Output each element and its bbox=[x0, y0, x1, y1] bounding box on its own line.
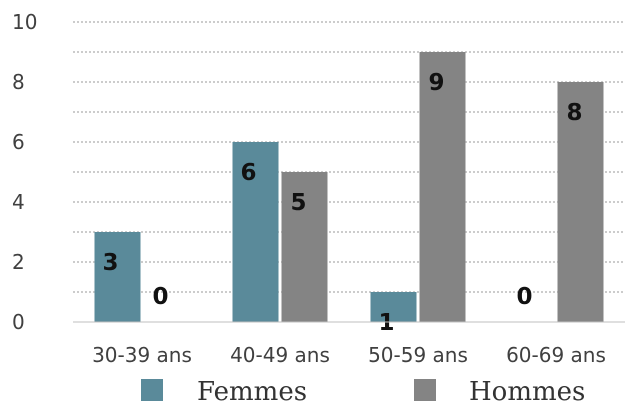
data-label: 9 bbox=[428, 70, 444, 96]
bar-femmes-1 bbox=[232, 142, 279, 322]
bar-femmes-2 bbox=[370, 292, 417, 322]
legend: Femmes Hommes bbox=[141, 377, 585, 405]
bar-femmes-0 bbox=[94, 232, 141, 322]
legend-label-femmes: Femmes bbox=[197, 377, 307, 405]
gridlines bbox=[73, 21, 625, 293]
bar-hommes-2 bbox=[419, 52, 466, 322]
bars bbox=[94, 52, 604, 322]
x-tick-label: 30-39 ans bbox=[92, 343, 192, 367]
legend-label-hommes: Hommes bbox=[469, 377, 585, 405]
x-axis: 30-39 ans 40-49 ans 50-59 ans 60-69 ans bbox=[73, 321, 625, 367]
legend-swatch-femmes bbox=[141, 379, 163, 401]
x-tick-label: 60-69 ans bbox=[506, 343, 606, 367]
y-tick-label: 4 bbox=[12, 190, 25, 214]
y-tick-label: 8 bbox=[12, 70, 25, 94]
data-label: 0 bbox=[152, 284, 168, 310]
y-tick-label: 10 bbox=[12, 10, 37, 34]
x-tick-label: 50-59 ans bbox=[368, 343, 468, 367]
data-label: 8 bbox=[566, 100, 582, 126]
y-axis: 0 2 4 6 8 10 bbox=[12, 10, 37, 334]
legend-swatch-hommes bbox=[414, 379, 436, 401]
data-label: 5 bbox=[290, 190, 306, 216]
bar-hommes-3 bbox=[557, 82, 604, 322]
y-tick-label: 2 bbox=[12, 250, 25, 274]
x-tick-label: 40-49 ans bbox=[230, 343, 330, 367]
data-label: 1 bbox=[378, 310, 394, 336]
data-labels: 3 0 6 5 1 9 0 8 bbox=[102, 70, 582, 336]
data-label: 3 bbox=[102, 250, 118, 276]
y-tick-label: 0 bbox=[12, 310, 25, 334]
bar-hommes-1 bbox=[281, 172, 328, 322]
data-label: 0 bbox=[516, 284, 532, 310]
data-label: 6 bbox=[240, 160, 256, 186]
y-tick-label: 6 bbox=[12, 130, 25, 154]
